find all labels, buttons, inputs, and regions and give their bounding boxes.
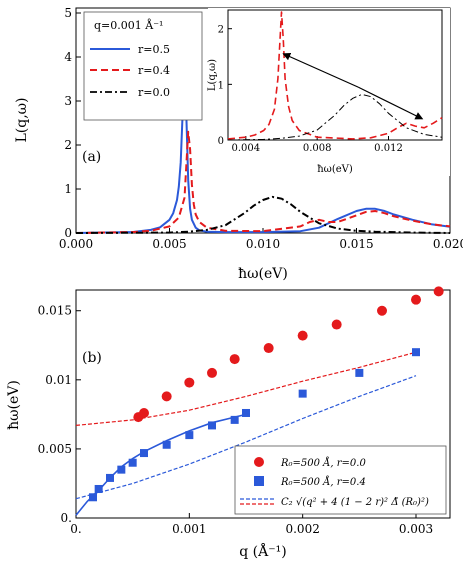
panel-b-legend: R₀=500 Å, r=0.0 R₀=500 Å, r=0.4 C₂ √(q² …: [234, 445, 447, 515]
panel-b-x-tick-label: 0.: [70, 522, 81, 536]
panel-a-series-line-2: [75, 195, 451, 234]
panel-b-line-2: [75, 351, 417, 426]
panel-b-point-circle: [297, 330, 308, 341]
panel-b-point-circle: [377, 305, 387, 316]
panel-b-point-square: [412, 348, 420, 357]
panel-a-y-tick-label: 5: [64, 6, 72, 20]
panel-b-y-tick-label: 0.005: [38, 442, 72, 456]
panel-a-series: [75, 12, 451, 234]
panel-a-y-tick-label: 1: [64, 182, 72, 196]
panel-a-y-tick-label: 3: [64, 94, 72, 108]
panel-b: 0. 0.001 0.002 0.003 0. 0.005 0.01 0.015 (b) q…: [6, 286, 451, 560]
panel-b-y-axis-label: ħω(eV): [6, 380, 22, 430]
inset-y-axis-label: L(q,ω): [207, 59, 218, 91]
panel-a-x-tick-label: 0.015: [339, 237, 373, 251]
inset-series: [227, 11, 443, 141]
panel-a-series-line-0: [75, 12, 451, 234]
panel-b-point-square: [208, 421, 216, 430]
panel-b-point-square: [242, 408, 250, 417]
panel-a-x-tick-label: 0.005: [152, 237, 186, 251]
panel-b-point-circle: [229, 354, 240, 365]
inset-x-tick-label: 0.012: [374, 143, 403, 154]
panel-b-point-square: [106, 473, 114, 482]
legend-label-r05: r=0.5: [138, 43, 170, 56]
legend-label-formula: C₂ √(q² + 4 (1 − 2 r)² Δ̃ (R₀)²): [281, 497, 429, 508]
panel-b-point-circle: [411, 294, 421, 305]
panel-b-point-circle: [433, 286, 444, 297]
inset-y-tick-label: 2: [218, 25, 224, 36]
panel-b-x-tick-label: 0.002: [285, 522, 319, 536]
inset-arrow-1: [357, 86, 424, 120]
inset-chart: 0.004 0.008 0.012 0 1 2 ħω(eV) L(q,ω): [207, 8, 450, 176]
panel-a-y-tick-label: 4: [64, 50, 72, 64]
panel-a-x-ticks: 0.000 0.005 0.010 0.015 0.020: [59, 228, 463, 251]
panel-b-points: [89, 286, 444, 502]
panel-a-y-tick-label: 0: [64, 226, 72, 240]
inset-x-tick-label: 0.008: [303, 143, 332, 154]
panel-b-y-tick-label: 0.01: [45, 373, 72, 387]
panel-b-y-ticks: 0. 0.005 0.01 0.015: [38, 304, 81, 525]
panel-b-y-tick-label: 0.015: [38, 304, 72, 318]
panel-b-point-circle: [161, 391, 172, 402]
panel-b-line-0: [75, 413, 247, 516]
panel-a-x-tick-label: 0.010: [246, 237, 280, 251]
panel-b-point-square: [128, 458, 137, 467]
inset-arrows: [282, 52, 424, 120]
panel-b-x-axis-label: q (Å⁻¹): [239, 542, 286, 560]
panel-a-series-line-1: [75, 130, 451, 234]
legend-label-r04-points: R₀=500 Å, r=0.4: [280, 476, 366, 488]
inset-y-tick-label: 0: [218, 136, 224, 147]
legend-marker-square: [254, 476, 264, 486]
legend-marker-circle: [254, 457, 264, 467]
panel-b-point-square: [117, 465, 126, 474]
panel-b-x-tick-label: 0.003: [399, 522, 433, 536]
inset-y-tick-label: 1: [218, 80, 224, 91]
panel-b-point-square: [355, 368, 364, 377]
panel-b-point-circle: [139, 407, 149, 418]
panel-b-x-ticks: 0. 0.001 0.002 0.003: [70, 513, 433, 536]
inset-x-tick-label: 0.004: [232, 143, 261, 154]
legend-label-r00-points: R₀=500 Å, r=0.0: [280, 457, 366, 469]
panel-a-x-tick-label: 0.020: [433, 237, 463, 251]
panel-b-label: (b): [82, 350, 102, 366]
panel-b-point-square: [94, 484, 103, 493]
panel-a-legend-box: [83, 11, 203, 121]
panel-b-x-tick-label: 0.001: [172, 522, 206, 536]
legend-label-r00: r=0.0: [138, 86, 170, 99]
panel-a-y-tick-label: 2: [64, 138, 72, 152]
inset-x-axis-label: ħω(eV): [317, 164, 353, 175]
panel-b-line-1: [75, 375, 417, 500]
panel-b-frame: [75, 289, 451, 519]
panel-b-point-circle: [263, 343, 274, 354]
panel-b-point-circle: [207, 367, 217, 378]
panel-b-y-tick-label: 0.: [61, 511, 72, 525]
panel-b-point-square: [230, 415, 239, 424]
panel-b-legend-box: [234, 445, 447, 515]
panel-a-label: (a): [82, 149, 101, 165]
panel-a-y-ticks: 0 1 2 3 4 5: [64, 6, 81, 240]
panel-b-point-square: [185, 431, 194, 440]
inset-series-line-1: [227, 93, 443, 141]
inset-arrow-0: [282, 52, 359, 88]
inset-frame: [227, 9, 443, 141]
panel-b-point-square: [298, 389, 307, 398]
panel-a-x-tick-label: 0.000: [59, 237, 93, 251]
panel-b-point-square: [89, 493, 97, 502]
panel-a: 0.000 0.005 0.010 0.015 0.020 0 1 2 3 4 5 (a) ħω(…: [14, 6, 463, 282]
panel-a-legend: q=0.001 Å⁻¹ r=0.5 r=0.4 r=0.0: [83, 11, 203, 121]
panel-a-legend-title: q=0.001 Å⁻¹: [94, 18, 163, 32]
panel-b-point-circle: [184, 377, 195, 388]
panel-b-point-circle: [331, 319, 342, 330]
panel-b-point-square: [140, 449, 148, 458]
panel-b-point-square: [162, 440, 171, 449]
panel-a-x-axis-label: ħω(eV): [238, 266, 288, 282]
panel-a-y-axis-label: L(q,ω): [14, 97, 30, 142]
inset-background: [208, 8, 450, 176]
legend-label-r04: r=0.4: [138, 64, 170, 77]
